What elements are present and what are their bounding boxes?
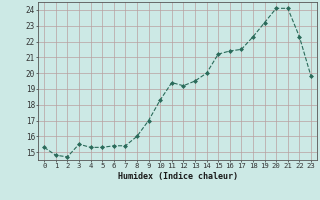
X-axis label: Humidex (Indice chaleur): Humidex (Indice chaleur) bbox=[118, 172, 238, 181]
